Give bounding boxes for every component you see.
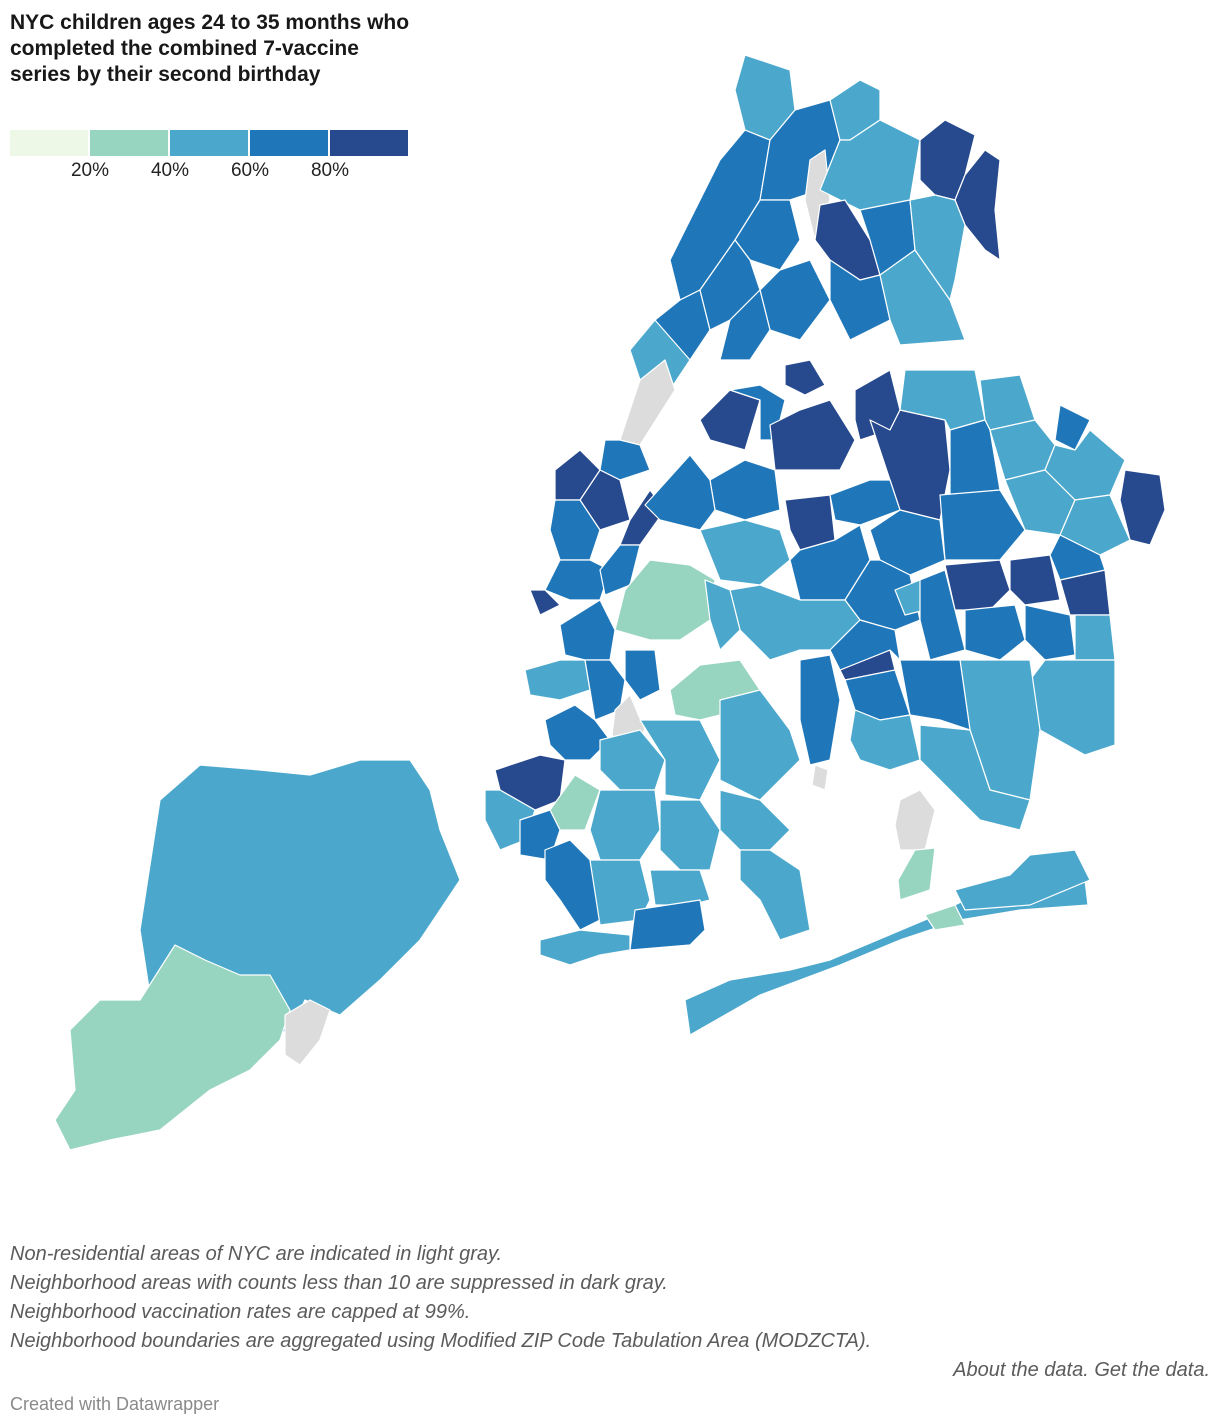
map-region[interactable]: [284, 999, 331, 1066]
map-region[interactable]: [829, 619, 901, 671]
map-region[interactable]: [784, 359, 826, 396]
map-region[interactable]: [919, 724, 1031, 831]
map-region[interactable]: [924, 904, 966, 931]
map-region[interactable]: [894, 789, 936, 851]
borough-bronx: [699, 54, 1001, 361]
legend-bin-40-60: [170, 130, 248, 156]
legend-color-bar: [10, 130, 410, 156]
map-region[interactable]: [644, 454, 716, 531]
map-region[interactable]: [529, 589, 561, 616]
color-legend: 20% 40% 60% 80%: [10, 130, 410, 190]
map-region[interactable]: [1029, 659, 1116, 756]
borough-queens: [644, 359, 1166, 1036]
legend-tick-label: 20%: [70, 160, 110, 181]
map-region[interactable]: [54, 944, 291, 1151]
map-region[interactable]: [589, 789, 661, 861]
map-region[interactable]: [719, 289, 771, 361]
borough-brooklyn: [484, 559, 811, 966]
map-region[interactable]: [1074, 614, 1116, 661]
map-region[interactable]: [599, 544, 641, 596]
map-region[interactable]: [944, 559, 1011, 611]
map-region[interactable]: [544, 839, 601, 931]
map-region[interactable]: [719, 789, 791, 851]
map-region[interactable]: [719, 689, 801, 801]
map-region[interactable]: [629, 899, 706, 951]
map-region[interactable]: [659, 799, 721, 871]
legend-bin-60-80: [250, 130, 328, 156]
legend-bin-20-40: [90, 130, 168, 156]
get-the-data-link[interactable]: Get the data.: [1094, 1359, 1210, 1381]
map-region[interactable]: [769, 399, 856, 471]
map-region[interactable]: [954, 849, 1091, 911]
map-region[interactable]: [897, 847, 936, 901]
map-region[interactable]: [909, 194, 966, 301]
map-region[interactable]: [1049, 534, 1106, 581]
borough-manhattan: [529, 129, 771, 616]
map-region[interactable]: [524, 659, 591, 701]
map-region[interactable]: [1009, 554, 1061, 606]
map-region[interactable]: [799, 654, 841, 766]
legend-bin-0-20: [10, 130, 88, 156]
legend-tick-label: 40%: [150, 160, 190, 181]
map-svg: [54, 54, 1166, 1151]
map-region[interactable]: [811, 764, 829, 791]
about-the-data-link[interactable]: About the data.: [953, 1359, 1089, 1381]
map-region[interactable]: [1119, 469, 1166, 546]
map-region[interactable]: [539, 929, 631, 966]
map-region[interactable]: [1024, 604, 1076, 661]
legend-bin-80-100: [330, 130, 408, 156]
map-region[interactable]: [1059, 494, 1131, 556]
map-region[interactable]: [559, 599, 616, 661]
map-region[interactable]: [954, 149, 1001, 261]
legend-tick-label: 60%: [230, 160, 270, 181]
footnote-line: Neighborhood boundaries are aggregated u…: [10, 1330, 872, 1352]
map-region[interactable]: [949, 419, 1001, 496]
map-region[interactable]: [964, 604, 1026, 661]
map-region[interactable]: [554, 449, 601, 501]
map-region[interactable]: [619, 359, 676, 446]
map-region[interactable]: [699, 519, 791, 586]
datawrapper-credit[interactable]: Created with Datawrapper: [10, 1394, 220, 1414]
footnote-line: Neighborhood areas with counts less than…: [10, 1272, 668, 1294]
footnote-line: Neighborhood vaccination rates are cappe…: [10, 1301, 471, 1323]
borough-staten-island: [54, 759, 461, 1151]
map-region[interactable]: [704, 579, 741, 651]
map-title: NYC children ages 24 to 35 months who co…: [10, 11, 410, 86]
legend-ticks: 20% 40% 60% 80%: [10, 160, 410, 184]
map-region[interactable]: [649, 869, 711, 906]
footnote-line: Non-residential areas of NYC are indicat…: [10, 1243, 503, 1265]
map-region[interactable]: [624, 649, 661, 701]
data-links: About the data. Get the data.: [10, 1356, 1210, 1385]
map-region[interactable]: [899, 659, 971, 731]
map-region[interactable]: [739, 849, 811, 941]
map-region[interactable]: [939, 489, 1026, 561]
map-region[interactable]: [709, 459, 781, 521]
map-region[interactable]: [759, 259, 831, 341]
map-region[interactable]: [849, 709, 921, 771]
nyc-choropleth-map: [0, 40, 1220, 1180]
legend-tick-label: 80%: [310, 160, 350, 181]
footnotes: Non-residential areas of NYC are indicat…: [10, 1240, 1210, 1385]
map-region[interactable]: [699, 389, 761, 451]
map-region[interactable]: [544, 559, 611, 601]
